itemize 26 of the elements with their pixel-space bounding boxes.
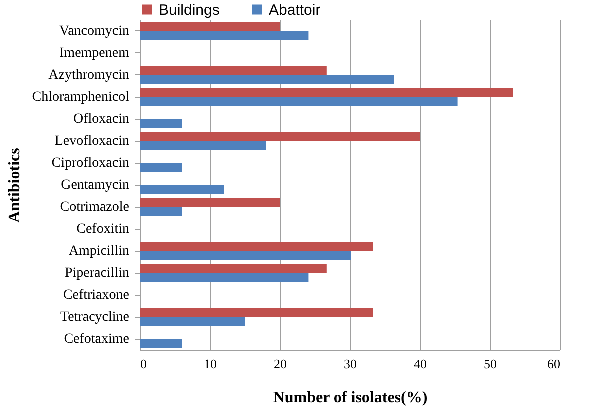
x-tick-label: 10 <box>204 356 217 372</box>
y-tick-label: Vancomycin <box>60 24 130 39</box>
y-tick-label: Tetracycline <box>60 310 130 325</box>
y-tick-label: Piperacillin <box>64 266 130 281</box>
x-tick-label: 50 <box>484 356 497 372</box>
y-tick-label: Cotrimazole <box>60 200 130 215</box>
y-tick-label: Imempenem <box>60 46 130 61</box>
x-tick-label: 30 <box>344 356 357 372</box>
y-tick-label: Chloramphenicol <box>32 90 130 105</box>
x-tick-label: 40 <box>414 356 427 372</box>
y-tick-label: Levofloxacin <box>54 134 130 149</box>
y-axis-title: Antibiotics <box>6 148 24 223</box>
y-tick-label: Cefotaxime <box>64 332 130 347</box>
y-tick-label: Azythromycin <box>48 68 130 83</box>
y-tick-label: Gentamycin <box>61 178 130 193</box>
y-tick-label: Ofloxacin <box>74 112 130 127</box>
y-tick-label: Cefoxitin <box>76 222 130 237</box>
y-tick-label: Ceftriaxone <box>63 288 130 303</box>
y-tick-label: Ampicillin <box>68 244 130 259</box>
y-tick-label: Ciprofloxacin <box>52 156 130 171</box>
x-tick-label: 60 <box>548 356 560 372</box>
x-tick-label: 0 <box>140 356 147 372</box>
legend-label: Buildings <box>159 2 220 19</box>
x-axis-title: Number of isolates(%) <box>273 390 428 406</box>
legend-label: Abattoir <box>269 2 321 19</box>
x-tick-label: 20 <box>274 356 287 372</box>
